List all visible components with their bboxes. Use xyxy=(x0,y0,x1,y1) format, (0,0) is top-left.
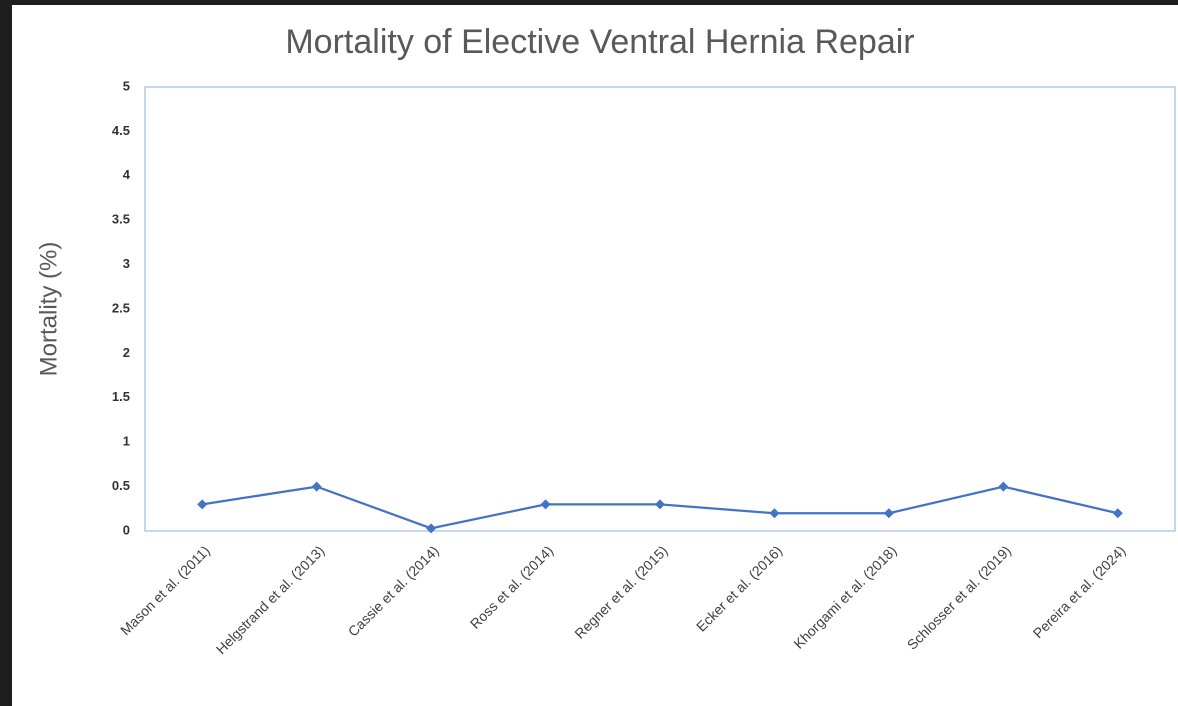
y-tick-label: 1.5 xyxy=(112,389,130,404)
y-tick-label: 4 xyxy=(123,167,131,182)
x-tick-label: Mason et al. (2011) xyxy=(117,542,213,638)
x-tick-label: Ross et al. (2014) xyxy=(467,542,556,631)
y-tick-label: 2 xyxy=(123,345,130,360)
chart-title: Mortality of Elective Ventral Hernia Rep… xyxy=(285,23,914,61)
x-tick-label: Pereira et al. (2024) xyxy=(1030,542,1129,641)
y-tick-label: 5 xyxy=(123,78,130,93)
marker xyxy=(655,499,665,510)
x-tick-label: Cassie et al. (2014) xyxy=(345,542,442,639)
marker xyxy=(311,481,322,492)
marker xyxy=(426,523,437,534)
y-tick-label: 3.5 xyxy=(112,212,130,227)
x-tick-label: Regner et al. (2015) xyxy=(571,542,670,641)
marker xyxy=(769,508,780,519)
x-tick-label: Helgstrand et al. (2013) xyxy=(213,542,328,657)
marker xyxy=(998,481,1009,492)
y-tick-label: 0 xyxy=(123,522,130,537)
plot-area xyxy=(144,86,1176,532)
x-tick-label: Schlosser et al. (2019) xyxy=(904,542,1014,652)
x-tick-label: Ecker et al. (2016) xyxy=(693,542,785,634)
y-tick-label: 4.5 xyxy=(112,123,130,138)
marker xyxy=(883,508,894,519)
y-axis-label: Mortality (%) xyxy=(35,242,62,377)
marker xyxy=(197,499,208,510)
marker xyxy=(540,499,551,510)
y-tick-label: 0.5 xyxy=(112,478,130,493)
frame-left xyxy=(0,0,12,706)
y-tick-label: 3 xyxy=(123,256,130,271)
frame-top xyxy=(0,0,1178,5)
marker xyxy=(1112,508,1123,519)
y-tick-label: 1 xyxy=(123,434,130,449)
y-tick-label: 2.5 xyxy=(112,300,130,315)
x-tick-label: Khorgami et al. (2018) xyxy=(790,542,899,651)
